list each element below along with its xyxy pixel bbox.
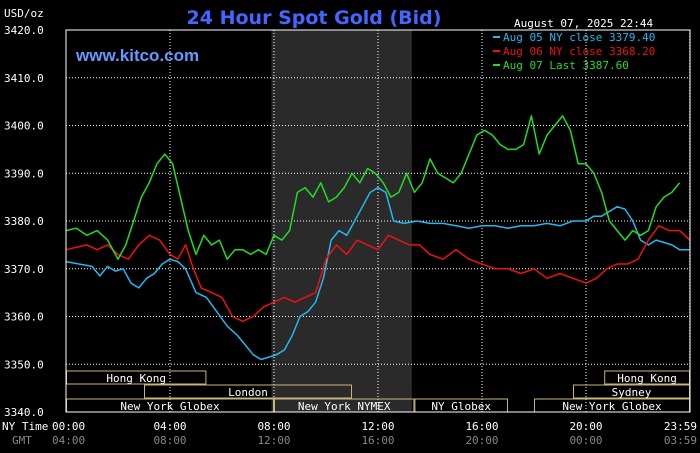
y-tick-label: 3410.0	[4, 72, 44, 85]
y-tick-label: 3370.0	[4, 263, 44, 276]
y-axis: 3420.0 3410.0 3400.0 3390.0 3380.0 3370.0 3360…	[4, 24, 44, 419]
market-session-label: Hong Kong	[106, 372, 166, 385]
y-tick-label: 3400.0	[4, 120, 44, 133]
legend-entry: Aug 05 NY close 3379.40	[503, 31, 655, 44]
market-session-label: Sydney	[612, 386, 652, 399]
y-tick-label: 3380.0	[4, 215, 44, 228]
series-line-2	[65, 115, 681, 260]
market-session-label: NY Globex	[431, 400, 491, 413]
x-tick-label-ny: 04:00	[153, 420, 186, 433]
x-tick-label-ny: 08:00	[257, 420, 290, 433]
y-tick-label: 3350.0	[4, 358, 44, 371]
legend-entry: Aug 06 NY close 3368.20	[503, 45, 655, 58]
market-session-label: New York NYMEX	[298, 400, 391, 413]
chart-title: 24 Hour Spot Gold (Bid)	[187, 7, 442, 29]
ny-time-row-label: NY Time	[2, 420, 48, 433]
series-line-0	[65, 186, 690, 361]
price-series	[65, 115, 691, 361]
x-tick-label-gmt: 16:00	[361, 434, 394, 447]
x-tick-label-ny: 16:00	[465, 420, 498, 433]
market-session-box	[144, 384, 352, 399]
y-tick-label: 3420.0	[4, 24, 44, 37]
x-axis: 00:0004:0004:0008:0008:0012:0012:0016:00…	[52, 420, 697, 447]
x-tick-label-gmt: 12:00	[257, 434, 290, 447]
x-tick-label-gmt: 20:00	[465, 434, 498, 447]
watermark-url: www.kitco.com	[75, 46, 199, 65]
x-tick-label-gmt: 00:00	[569, 434, 602, 447]
series-line-1	[65, 225, 691, 323]
y-tick-label: 3360.0	[4, 311, 44, 324]
unit-label: USD/oz	[4, 7, 44, 20]
y-tick-label: 3390.0	[4, 167, 44, 180]
x-tick-label-ny: 12:00	[361, 420, 394, 433]
x-tick-label-ny: 20:00	[569, 420, 602, 433]
x-tick-label-gmt: 08:00	[153, 434, 186, 447]
market-session-label: Hong Kong	[617, 372, 677, 385]
x-tick-label-ny: 23:59	[664, 420, 697, 433]
market-session-label: London	[228, 386, 268, 399]
market-session-label: New York Globex	[562, 400, 662, 413]
x-tick-label-gmt: 03:59	[664, 434, 697, 447]
x-tick-label-ny: 00:00	[52, 420, 85, 433]
gmt-row-label: GMT	[12, 434, 32, 447]
legend-entry: Aug 07 Last 3387.60	[503, 59, 629, 72]
y-tick-label: 3340.0	[4, 406, 44, 419]
market-session-label: New York Globex	[120, 400, 220, 413]
x-tick-label-gmt: 04:00	[52, 434, 85, 447]
datetime-label: August 07, 2025 22:44	[514, 17, 653, 30]
plot-frame	[65, 29, 691, 413]
